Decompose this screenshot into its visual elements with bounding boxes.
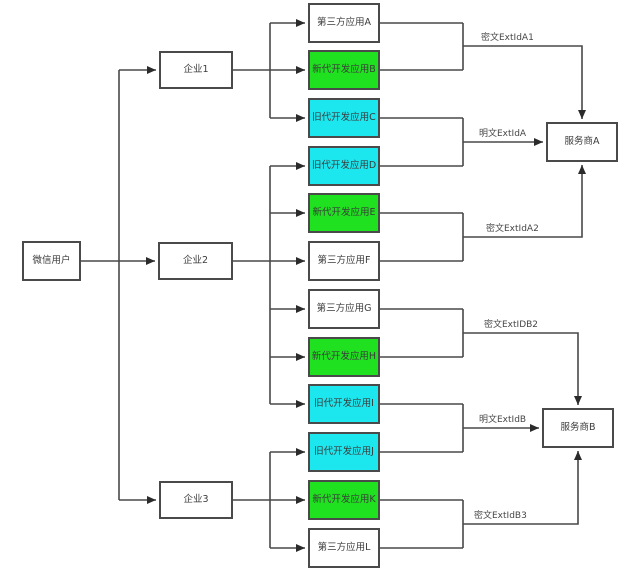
app-box-d: 旧代开发应用D: [308, 146, 380, 186]
merge-exida1-wires: [380, 22, 586, 119]
enterprise1-branch-wires: [233, 19, 305, 122]
app-box-i: 旧代开发应用I: [308, 384, 380, 424]
enterprise3-branch-wires: [233, 448, 305, 552]
merge-exidb3-wires: [380, 451, 582, 549]
app-box-b: 新代开发应用B: [308, 50, 380, 90]
app-box-e: 新代开发应用E: [308, 193, 380, 233]
app-box-a: 第三方应用A: [308, 3, 380, 43]
enterprise2-box: 企业2: [158, 242, 233, 280]
user-branch-wires: [81, 66, 156, 504]
edge-label-plaintext-extida: 明文ExtIdA: [479, 129, 527, 139]
provider-a-box: 服务商A: [546, 122, 618, 162]
merge-exida-wires: [380, 117, 543, 167]
edge-label-plaintext-extidb: 明文ExtIdB: [479, 415, 527, 425]
app-box-c: 旧代开发应用C: [308, 98, 380, 138]
app-box-f: 第三方应用F: [308, 241, 380, 281]
edge-label-ciphertext-extida1: 密文ExtIdA1: [481, 33, 534, 43]
edge-label-ciphertext-extida2: 密文ExtIdA2: [486, 224, 539, 234]
wechat-user-box: 微信用户: [22, 241, 81, 281]
app-box-k: 新代开发应用K: [308, 480, 380, 520]
app-box-g: 第三方应用G: [308, 289, 380, 329]
enterprise3-box: 企业3: [159, 481, 233, 519]
app-box-j: 旧代开发应用J: [308, 432, 380, 472]
enterprise2-branch-wires: [233, 162, 305, 408]
app-box-l: 第三方应用L: [308, 528, 380, 568]
app-box-h: 新代开发应用H: [308, 337, 380, 377]
merge-exidb-wires: [380, 403, 539, 453]
merge-exida2-wires: [380, 165, 586, 262]
edge-label-ciphertext-extidb2: 密文ExtIDB2: [484, 320, 539, 330]
provider-b-box: 服务商B: [542, 408, 614, 448]
enterprise1-box: 企业1: [159, 51, 233, 89]
merge-exidb2-wires: [380, 308, 582, 405]
edge-label-ciphertext-extidb3: 密文ExtIdB3: [474, 511, 527, 521]
